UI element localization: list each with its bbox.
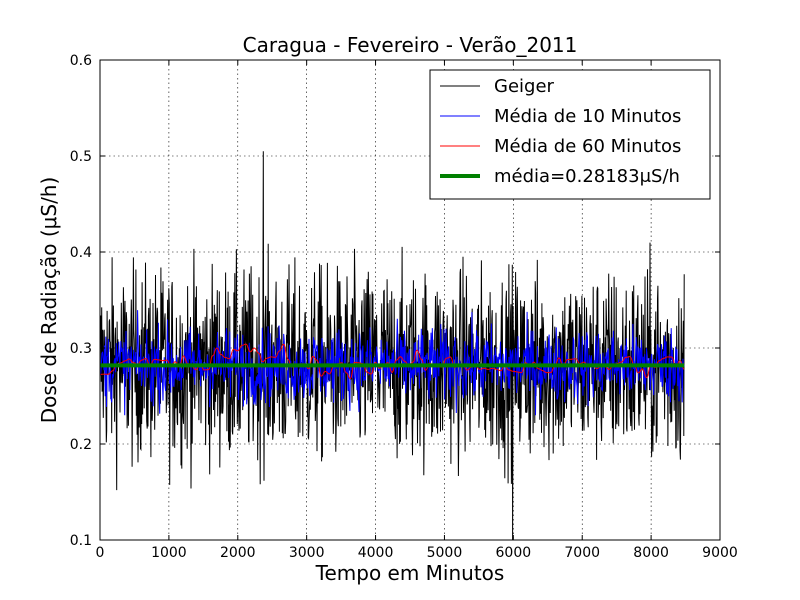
plot-frame (99, 59, 721, 541)
x-tick-label: 3000 (289, 545, 325, 561)
x-tick-label: 5000 (427, 545, 463, 561)
x-tick-label: 6000 (496, 545, 532, 561)
y-axis-label: Dose de Radiação (μS/h) (37, 177, 61, 424)
legend-label: Geiger (494, 76, 555, 97)
x-tick-label: 1000 (151, 545, 187, 561)
legend-label: média=0.28183μS/h (494, 166, 680, 187)
x-tick-label: 4000 (358, 545, 394, 561)
series-geiger (99, 151, 685, 541)
series-line (99, 151, 685, 541)
x-tick-label: 8000 (633, 545, 669, 561)
x-tick-label: 2000 (220, 545, 256, 561)
series-line (99, 310, 685, 416)
legend: Geiger Média de 10 Minutos Média de 60 Min… (429, 69, 711, 200)
y-tick-label: 0.6 (70, 53, 92, 69)
legend-label: Média de 10 Minutos (494, 106, 681, 127)
series-layer (99, 151, 685, 541)
y-tick-label: 0.4 (70, 245, 92, 261)
y-tick-label: 0.2 (70, 437, 92, 453)
ticks: 0 1000 2000 3000 4000 5000 6000 7000 8000 9000 0.1… (70, 53, 738, 561)
x-axis-label: Tempo em Minutos (315, 561, 505, 585)
series-m-dia-de-10-minutos (99, 310, 685, 416)
y-tick-label: 0.1 (70, 533, 92, 549)
legend-label: Média de 60 Minutos (494, 136, 681, 157)
x-tick-label: 0 (96, 545, 105, 561)
x-tick-label: 7000 (564, 545, 600, 561)
chart-title: Caragua - Fevereiro - Verão_2011 (243, 33, 578, 57)
legend-items: Geiger Média de 10 Minutos Média de 60 Min… (440, 76, 681, 187)
y-tick-label: 0.3 (70, 341, 92, 357)
y-tick-label: 0.5 (70, 149, 92, 165)
x-tick-label: 9000 (702, 545, 738, 561)
